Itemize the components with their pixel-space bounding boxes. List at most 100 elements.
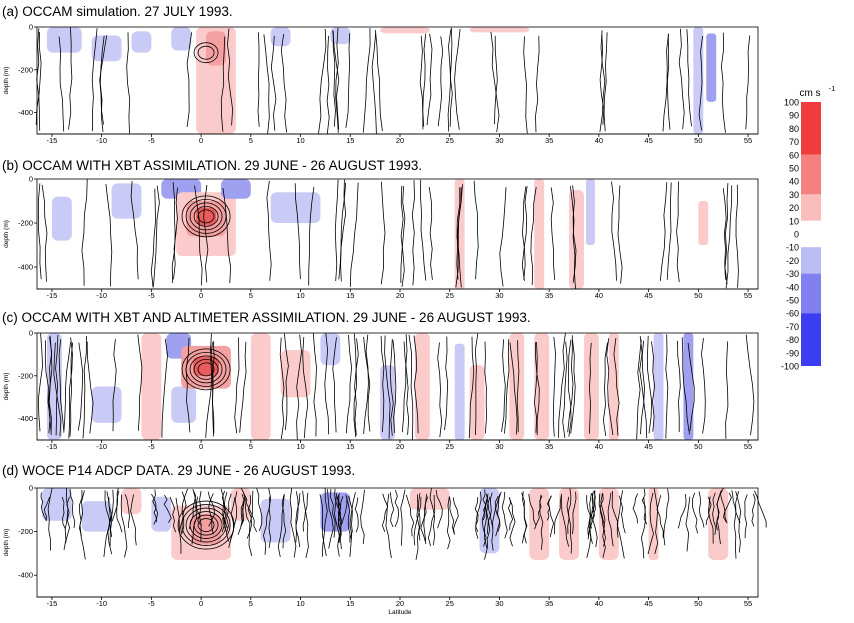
contour-line	[641, 488, 648, 525]
contour-line	[79, 490, 86, 560]
contour-line	[308, 186, 315, 286]
contour-cell	[648, 488, 659, 560]
contour-cell	[585, 179, 595, 245]
x-tick-label: 25	[446, 599, 454, 608]
colorbar-swatch	[801, 220, 821, 248]
contour-line	[86, 341, 94, 434]
contour-line	[319, 494, 327, 557]
contour-line	[191, 490, 198, 545]
contour-line	[384, 335, 391, 439]
colorbar: cm s -11009080706050403020100-10-20-30-40…	[781, 84, 835, 372]
contour-line	[55, 334, 59, 436]
contour-line	[429, 488, 436, 546]
contour-line	[324, 333, 329, 435]
contour-line	[735, 184, 739, 288]
contour-line	[413, 496, 422, 546]
contour-line	[302, 492, 309, 532]
contour-line	[345, 33, 351, 128]
contour-ring	[193, 358, 219, 380]
x-tick-label: 10	[296, 442, 304, 451]
x-tick-label: 10	[296, 291, 304, 300]
contour-line	[419, 35, 424, 130]
contour-line	[338, 182, 347, 280]
contour-line	[124, 493, 130, 529]
contour-line	[411, 180, 415, 286]
contour-line	[685, 496, 691, 552]
x-tick-label: 0	[199, 599, 203, 608]
contour-cell	[454, 343, 465, 440]
x-tick-label: 5	[249, 442, 253, 451]
contour-line	[712, 492, 717, 535]
contour-line	[687, 342, 695, 432]
contour-line	[420, 496, 429, 545]
contour-cell	[534, 179, 545, 289]
contour-line	[454, 29, 461, 130]
contour-line	[475, 491, 482, 539]
contour-line	[567, 335, 574, 433]
contour-ring	[189, 511, 223, 539]
contour-line	[501, 339, 506, 432]
x-tick-label: 50	[694, 136, 702, 145]
contour-line	[754, 490, 767, 528]
contour-line	[186, 32, 192, 128]
contour-line	[363, 336, 371, 432]
contour-cell	[111, 183, 142, 219]
contour-line	[153, 185, 160, 287]
contour-line	[490, 32, 500, 133]
contour-cell	[46, 27, 82, 53]
y-tick-label: -400	[18, 571, 33, 580]
x-tick-label: 15	[346, 291, 354, 300]
contour-line	[58, 36, 65, 132]
contour-cell	[608, 333, 619, 440]
contour-line	[566, 496, 572, 554]
contour-line	[617, 185, 623, 284]
contour-line	[613, 337, 620, 436]
contour-line	[722, 188, 727, 280]
contour-line	[567, 488, 572, 534]
colorbar-swatch	[801, 154, 821, 195]
contour-line	[48, 335, 53, 435]
contour-cell	[559, 488, 579, 560]
colorbar-swatch	[801, 273, 821, 314]
colorbar-unit: cm s	[799, 88, 820, 99]
x-tick-label: 15	[346, 599, 354, 608]
contour-line	[662, 34, 669, 132]
contour-line	[69, 488, 76, 529]
colorbar-tick-label: -90	[786, 348, 799, 358]
x-tick-label: 30	[495, 136, 503, 145]
contour-ring	[193, 205, 219, 227]
contour-line	[494, 496, 501, 532]
x-tick-label: 45	[644, 442, 652, 451]
contour-line	[731, 490, 741, 524]
contour-line	[548, 495, 554, 537]
contour-line	[508, 497, 516, 547]
contour-ring	[193, 514, 219, 536]
y-tick-label: -400	[18, 263, 33, 272]
contour-cell	[698, 201, 709, 245]
contour-line	[428, 186, 433, 280]
contour-line	[707, 496, 714, 544]
x-tick-label: -15	[46, 442, 57, 451]
contour-line	[81, 179, 88, 286]
contour-cell	[469, 365, 485, 440]
contour-line	[558, 333, 566, 438]
contour-line	[481, 493, 489, 547]
contour-line	[44, 340, 51, 434]
contour-ring	[181, 504, 231, 546]
contour-line	[415, 494, 420, 560]
contour-line	[248, 490, 254, 557]
contour-line	[268, 488, 272, 549]
x-tick-label: 0	[199, 291, 203, 300]
contour-line	[334, 488, 341, 525]
contour-line	[363, 334, 369, 435]
contour-line	[380, 335, 385, 433]
contour-line	[349, 182, 359, 287]
contour-cell	[91, 386, 122, 423]
contour-cell	[380, 27, 430, 34]
contour-line	[58, 339, 65, 431]
contour-line	[126, 32, 131, 134]
contour-line	[65, 496, 71, 544]
contour-ring	[197, 45, 215, 60]
contour-line	[234, 337, 240, 434]
x-tick-label: 40	[595, 291, 603, 300]
